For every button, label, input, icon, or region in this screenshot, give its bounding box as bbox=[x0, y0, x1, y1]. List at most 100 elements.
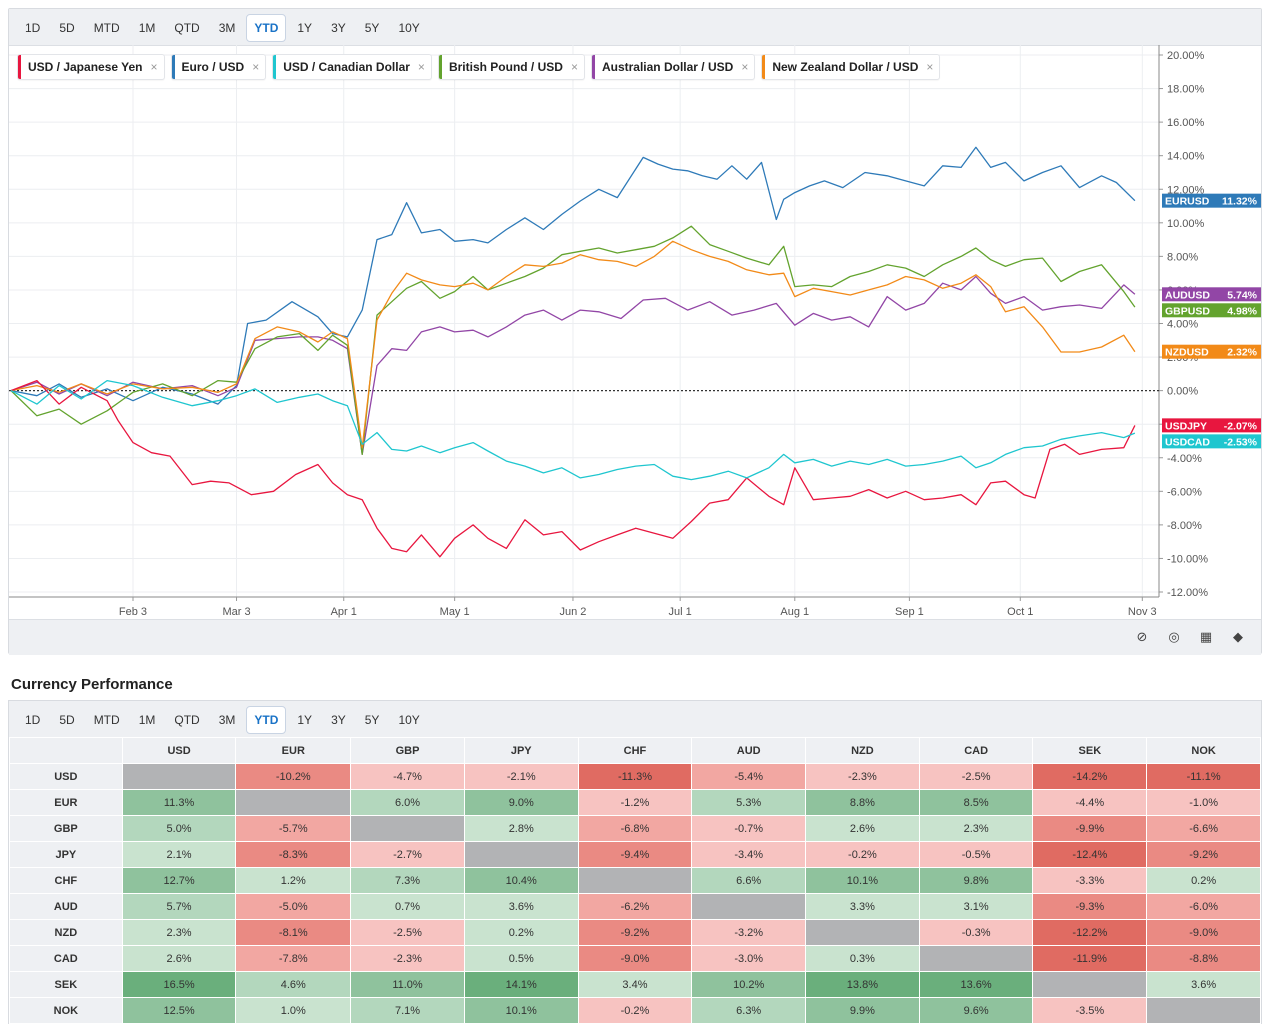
series-chip-label: USD / Japanese Yen bbox=[28, 60, 143, 74]
timeframe-qtd-button[interactable]: QTD bbox=[174, 21, 200, 35]
matrix-row-header: JPY bbox=[9, 841, 123, 868]
matrix-cell: -12.4% bbox=[1032, 841, 1148, 868]
timeframe-1d-button[interactable]: 1D bbox=[25, 21, 41, 35]
series-end-name: NZDUSD bbox=[1165, 347, 1209, 359]
series-chip-label: Euro / USD bbox=[181, 60, 245, 74]
matrix-cell: -2.3% bbox=[350, 945, 465, 972]
matrix-cell: -5.0% bbox=[235, 893, 352, 920]
y-tick-label: -10.00% bbox=[1167, 553, 1208, 565]
chart-panel: 1D 5D MTD 1M QTD 3M YTD 1Y 3Y 5Y 10Y USD / Japanes… bbox=[8, 8, 1262, 655]
matrix-cell: -6.6% bbox=[1146, 815, 1261, 842]
matrix-cell: -0.3% bbox=[918, 919, 1034, 946]
close-icon[interactable]: × bbox=[741, 60, 749, 74]
matrix-row: EUR 11.3% 6.0% 9.0% -1.2% 5.3% 8.8% 8.5% -4.4% -1… bbox=[9, 789, 1261, 816]
series-end-badge bbox=[1162, 193, 1261, 208]
matrix-cell: -3.0% bbox=[691, 945, 807, 972]
series-chip[interactable]: USD / Canadian Dollar × bbox=[272, 54, 432, 80]
matrix-cell: -3.3% bbox=[1032, 867, 1148, 894]
matrix-cell: -4.7% bbox=[350, 763, 465, 790]
series-end-value: 5.74% bbox=[1227, 289, 1257, 301]
matrix-cell: -3.5% bbox=[1032, 997, 1148, 1024]
y-tick-label: 10.00% bbox=[1167, 218, 1205, 230]
target-icon[interactable]: ◎ bbox=[1168, 629, 1180, 644]
series-end-value: -2.07% bbox=[1224, 420, 1258, 432]
matrix-cell: -1.0% bbox=[1146, 789, 1261, 816]
matrix-column-header: USD bbox=[121, 737, 237, 764]
series-chip-label: Australian Dollar / USD bbox=[601, 60, 734, 74]
timeframe-1m-button[interactable]: 1M bbox=[138, 713, 156, 727]
series-chip[interactable]: Australian Dollar / USD × bbox=[590, 54, 756, 80]
matrix-cell: 13.6% bbox=[918, 971, 1034, 998]
timeframe-qtd-button[interactable]: QTD bbox=[174, 713, 200, 727]
matrix-cell: -3.2% bbox=[691, 919, 807, 946]
matrix-row: SEK 16.5% 4.6% 11.0% 14.1% 3.4% 10.2% 13.8% 13.6… bbox=[9, 971, 1261, 998]
matrix-cell: -9.0% bbox=[1146, 919, 1261, 946]
matrix-cell: -4.4% bbox=[1032, 789, 1148, 816]
matrix-cell: -6.0% bbox=[1146, 893, 1261, 920]
close-icon[interactable]: × bbox=[252, 60, 260, 74]
timeframe-3y-button[interactable]: 3Y bbox=[331, 21, 346, 35]
close-icon[interactable]: × bbox=[150, 60, 158, 74]
timeframe-10y-button[interactable]: 10Y bbox=[398, 21, 420, 35]
matrix-cell: 3.3% bbox=[805, 893, 920, 920]
matrix-cell: 7.1% bbox=[350, 997, 465, 1024]
close-icon[interactable]: × bbox=[417, 60, 425, 74]
matrix-cell: -2.3% bbox=[805, 763, 920, 790]
timeframe-ytd-button[interactable]: YTD bbox=[246, 14, 287, 42]
timeframe-mtd-button[interactable]: MTD bbox=[93, 21, 120, 35]
timeframe-5d-button[interactable]: 5D bbox=[59, 713, 75, 727]
timeframe-1y-button[interactable]: 1Y bbox=[297, 21, 313, 35]
timeframe-10y-button[interactable]: 10Y bbox=[398, 713, 420, 727]
x-tick-label: Sep 1 bbox=[895, 606, 924, 618]
grid-icon[interactable]: ▦ bbox=[1199, 629, 1213, 644]
timeframe-5y-button[interactable]: 5Y bbox=[364, 21, 380, 35]
series-end-badge bbox=[1162, 303, 1261, 318]
timeframe-3m-button[interactable]: 3M bbox=[218, 21, 236, 35]
tag-icon[interactable]: ◆ bbox=[1233, 629, 1243, 644]
series-end-name: USDCAD bbox=[1165, 436, 1210, 448]
matrix-cell: -9.9% bbox=[1032, 815, 1148, 842]
series-chip[interactable]: USD / Japanese Yen × bbox=[17, 54, 165, 80]
chart-area: 20.00% 18.00% 16.00% 14.00% 12.00% 10.00% 8.00… bbox=[9, 45, 1261, 618]
matrix-cell: -9.3% bbox=[1032, 893, 1148, 920]
timeframe-1m-button[interactable]: 1M bbox=[138, 21, 156, 35]
series-chips: USD / Japanese Yen × Euro / USD × USD / Cana… bbox=[17, 54, 941, 80]
matrix-cell: -2.5% bbox=[350, 919, 465, 946]
series-end-name: AUDUSD bbox=[1165, 289, 1210, 301]
matrix-cell: 12.5% bbox=[121, 997, 237, 1024]
y-tick-label: 0.00% bbox=[1167, 386, 1198, 398]
timeframe-5d-button[interactable]: 5D bbox=[59, 21, 75, 35]
y-tick-label: -4.00% bbox=[1167, 453, 1202, 465]
series-chip[interactable]: New Zealand Dollar / USD × bbox=[761, 54, 941, 80]
series-chip[interactable]: Euro / USD × bbox=[170, 54, 267, 80]
matrix-cell: 10.1% bbox=[805, 867, 920, 894]
matrix-cell: 7.3% bbox=[350, 867, 465, 894]
timeframe-3m-button[interactable]: 3M bbox=[218, 713, 236, 727]
series-color-marker bbox=[591, 55, 595, 79]
timeframe-1d-button[interactable]: 1D bbox=[25, 713, 41, 727]
matrix-cell: 1.2% bbox=[235, 867, 352, 894]
matrix-column-header: CAD bbox=[918, 737, 1034, 764]
close-icon[interactable]: × bbox=[570, 60, 578, 74]
close-icon[interactable]: × bbox=[926, 60, 934, 74]
matrix-cell: -0.7% bbox=[691, 815, 807, 842]
timeframe-ytd-button[interactable]: YTD bbox=[246, 706, 287, 734]
series-end-badge bbox=[1162, 434, 1261, 449]
matrix-column-header: EUR bbox=[235, 737, 352, 764]
timeframe-5y-button[interactable]: 5Y bbox=[364, 713, 380, 727]
timeframe-mtd-button[interactable]: MTD bbox=[93, 713, 120, 727]
matrix-row: GBP 5.0% -5.7% 2.8% -6.8% -0.7% 2.6% 2.3% -9.9% -… bbox=[9, 815, 1261, 842]
x-tick-label: Jun 2 bbox=[559, 606, 586, 618]
series-color-marker bbox=[762, 55, 766, 79]
matrix-row-header: NZD bbox=[9, 919, 123, 946]
timeframe-3y-button[interactable]: 3Y bbox=[331, 713, 346, 727]
timeframe-1y-button[interactable]: 1Y bbox=[297, 713, 313, 727]
matrix-cell: -0.2% bbox=[805, 841, 920, 868]
matrix-column-header: CHF bbox=[577, 737, 693, 764]
series-chip[interactable]: British Pound / USD × bbox=[437, 54, 585, 80]
matrix-cell: -0.5% bbox=[918, 841, 1034, 868]
matrix-cell: 4.6% bbox=[235, 971, 352, 998]
series-end-value: 2.32% bbox=[1227, 347, 1257, 359]
eye-slash-icon[interactable]: ⊘ bbox=[1136, 629, 1148, 644]
matrix-row: NZD 2.3% -8.1% -2.5% 0.2% -9.2% -3.2% -0.3% -12.… bbox=[9, 919, 1261, 946]
